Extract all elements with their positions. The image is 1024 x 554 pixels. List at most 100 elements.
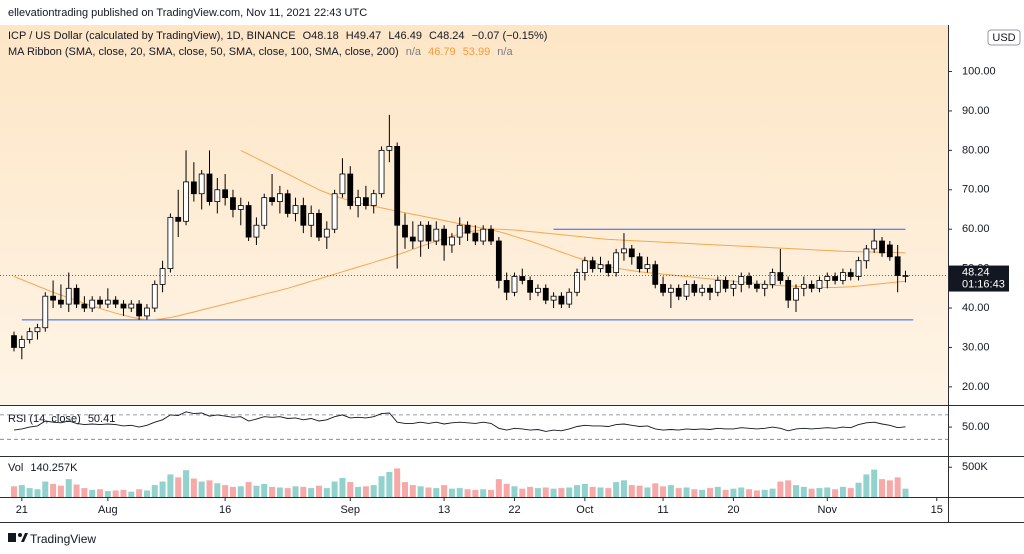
candle-body bbox=[230, 197, 236, 210]
x-tick-label: 20 bbox=[727, 504, 739, 516]
volume-bar bbox=[886, 480, 893, 497]
candle-body bbox=[151, 283, 158, 309]
ma-value: n/a bbox=[497, 46, 513, 58]
volume-bar bbox=[34, 489, 41, 497]
candle-body bbox=[832, 276, 838, 281]
volume-bar bbox=[652, 483, 659, 497]
candle-body bbox=[167, 216, 174, 270]
volume-bar bbox=[409, 485, 416, 497]
candle-body bbox=[566, 291, 573, 305]
candle-body bbox=[190, 181, 197, 195]
volume-bar bbox=[128, 491, 135, 497]
volume-bar bbox=[42, 481, 49, 497]
candle-body bbox=[699, 287, 706, 293]
candle-body bbox=[503, 280, 510, 293]
x-tick-label: 11 bbox=[657, 504, 668, 516]
ma-value: n/a bbox=[405, 46, 422, 58]
candle-body bbox=[652, 264, 659, 285]
last-price-box bbox=[949, 265, 1009, 292]
volume-bar bbox=[839, 486, 846, 497]
volume-bar bbox=[691, 489, 698, 497]
volume-bar bbox=[175, 477, 182, 497]
volume-bar bbox=[159, 481, 166, 497]
candle-body bbox=[793, 287, 799, 301]
candle-body bbox=[237, 205, 244, 210]
candle-body bbox=[65, 287, 72, 305]
volume-bar bbox=[402, 482, 408, 497]
volume-bar bbox=[800, 486, 807, 497]
candle-body bbox=[542, 287, 549, 301]
candle-body bbox=[902, 275, 909, 277]
volume-bar bbox=[644, 487, 651, 497]
volume-bar bbox=[143, 490, 150, 497]
volume-bar bbox=[18, 485, 25, 497]
candle-body bbox=[120, 303, 127, 309]
price-pane bbox=[0, 25, 948, 405]
volume-bar bbox=[245, 482, 252, 497]
candle-body bbox=[261, 197, 268, 226]
candle-body bbox=[871, 240, 878, 250]
candle-body bbox=[58, 299, 64, 305]
volume-bar bbox=[761, 489, 768, 497]
volume-bar bbox=[746, 489, 753, 497]
ohlc-low: L46.49 bbox=[388, 30, 422, 42]
volume-bar bbox=[793, 485, 799, 497]
volume-bar bbox=[315, 485, 322, 497]
volume-bar bbox=[628, 485, 635, 497]
candle-body bbox=[675, 287, 682, 297]
volume-bar bbox=[636, 485, 643, 497]
volume-bar bbox=[112, 490, 119, 497]
volume-bar bbox=[902, 488, 909, 497]
candle-body bbox=[754, 283, 760, 289]
y-tick-label: 40.00 bbox=[962, 302, 990, 314]
candle-body bbox=[777, 272, 784, 281]
volume-bar bbox=[214, 483, 221, 497]
volume-bar bbox=[480, 489, 487, 497]
volume-bar bbox=[769, 488, 776, 497]
candle-body bbox=[816, 280, 823, 289]
volume-bar bbox=[269, 486, 276, 497]
y-tick-label: 60.00 bbox=[962, 223, 990, 235]
y-tick-label: 50.00 bbox=[962, 421, 990, 433]
candle-body bbox=[535, 287, 541, 293]
volume-bar bbox=[190, 478, 197, 497]
candle-body bbox=[746, 276, 752, 285]
candle-body bbox=[800, 283, 807, 289]
candle-body bbox=[425, 224, 432, 242]
volume-bar bbox=[448, 488, 455, 497]
rsi-label: RSI (14, close) bbox=[8, 413, 81, 425]
candle-body bbox=[97, 299, 103, 305]
candle-body bbox=[339, 173, 346, 195]
candle-body bbox=[589, 260, 596, 270]
candle-body bbox=[449, 236, 455, 246]
candle-body bbox=[144, 307, 150, 317]
candle-body bbox=[628, 248, 635, 258]
volume-bar bbox=[456, 488, 463, 497]
volume-bar bbox=[362, 486, 369, 497]
x-tick-label: 13 bbox=[438, 504, 450, 516]
candle-body bbox=[331, 193, 338, 230]
candle-body bbox=[879, 240, 885, 254]
x-tick-label: Nov bbox=[817, 504, 837, 516]
volume-value: 140.257K bbox=[30, 462, 78, 474]
volume-bar bbox=[104, 491, 111, 497]
candle-body bbox=[300, 205, 307, 226]
candle-body bbox=[50, 295, 56, 301]
volume-bar bbox=[847, 488, 854, 497]
candle-body bbox=[104, 299, 111, 305]
candle-body bbox=[738, 276, 745, 285]
candle-body bbox=[488, 228, 494, 242]
candle-body bbox=[574, 272, 580, 293]
volume-bar bbox=[714, 486, 721, 497]
volume-bar bbox=[386, 472, 393, 497]
candle-body bbox=[761, 283, 768, 289]
ohlc-close: C48.24 bbox=[429, 30, 465, 42]
volume-bar bbox=[136, 489, 143, 497]
candle-body bbox=[441, 228, 448, 246]
volume-bar bbox=[675, 488, 682, 497]
candle-body bbox=[198, 173, 205, 195]
rsi-pane bbox=[0, 406, 948, 456]
volume-bar bbox=[777, 481, 784, 497]
